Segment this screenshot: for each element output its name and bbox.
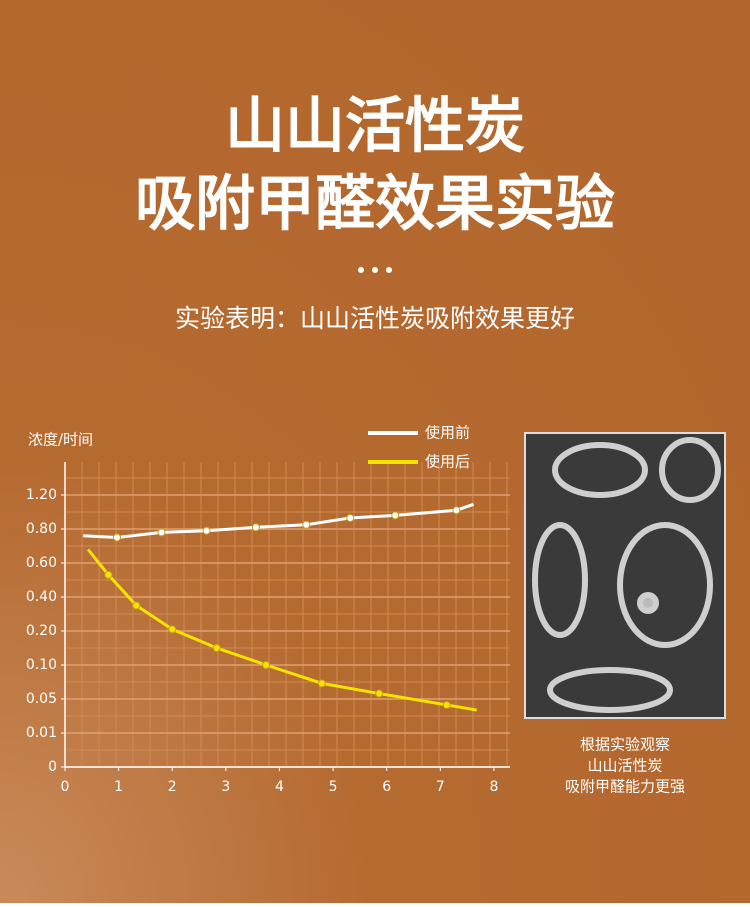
caption-line: 山山活性炭 <box>587 757 662 775</box>
point <box>157 528 166 537</box>
point <box>442 700 451 709</box>
point <box>346 513 355 522</box>
x-tick-label: 7 <box>436 779 445 795</box>
series-line <box>83 502 475 540</box>
point <box>375 689 384 698</box>
y-tick-label: 0.60 <box>26 555 57 571</box>
point <box>251 523 260 532</box>
legend-label: 使用前 <box>425 424 470 442</box>
dots <box>358 267 392 273</box>
caption-line: 吸附甲醛能力更强 <box>565 778 685 796</box>
y-tick-label: 0.10 <box>26 657 57 673</box>
y-tick-label: 0.01 <box>26 725 57 741</box>
point <box>202 526 211 535</box>
y-tick-label: 0.05 <box>26 691 57 707</box>
legend-label: 使用后 <box>425 453 470 471</box>
y-axis-label: 浓度/时间 <box>28 431 93 449</box>
point <box>168 625 177 634</box>
x-tick-label: 2 <box>168 779 177 795</box>
point <box>113 533 122 542</box>
point <box>262 661 271 669</box>
subtitle: 实验表明：山山活性炭吸附效果更好 <box>175 304 575 333</box>
photo-texture <box>532 437 721 713</box>
point <box>302 520 311 529</box>
y-tick-label: 0.20 <box>26 623 57 639</box>
title-line: 山山活性炭 <box>225 92 525 162</box>
y-tick-label: 0.40 <box>26 589 57 605</box>
point <box>317 679 326 688</box>
y-tick-label: 0.80 <box>26 521 57 537</box>
series-line <box>86 548 478 712</box>
x-tick-label: 0 <box>61 779 70 795</box>
point <box>104 570 113 579</box>
point <box>391 511 400 520</box>
point <box>132 601 141 610</box>
point <box>212 644 221 652</box>
x-tick-label: 6 <box>382 779 391 795</box>
x-tick-label: 1 <box>114 779 123 795</box>
y-tick-label: 0 <box>48 759 57 775</box>
x-tick-label: 3 <box>221 779 230 795</box>
x-tick-label: 4 <box>275 779 284 795</box>
caption-line: 根据实验观察 <box>580 736 670 754</box>
point <box>452 506 461 515</box>
y-tick-label: 1.20 <box>26 487 57 503</box>
x-tick-label: 8 <box>489 779 498 795</box>
title-line: 吸附甲醛效果实验 <box>135 170 615 240</box>
x-tick-label: 5 <box>329 779 338 795</box>
